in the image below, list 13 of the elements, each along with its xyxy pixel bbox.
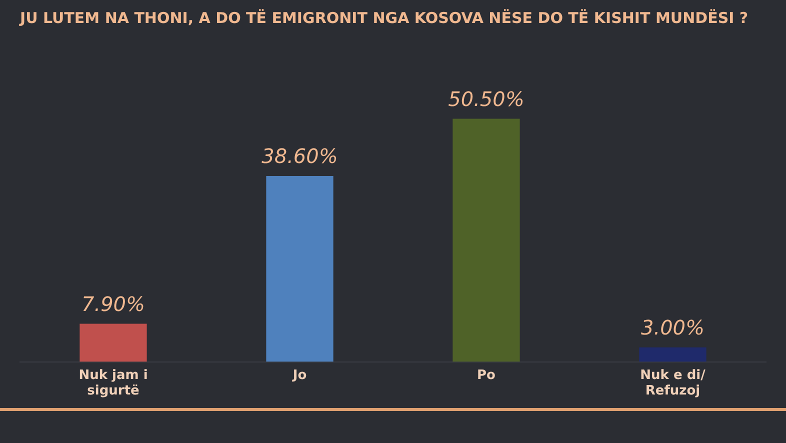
- x-tick-label: Nuk e di/ Refuzoj: [640, 368, 706, 399]
- x-tick-label: Jo: [292, 368, 307, 383]
- bar: [639, 347, 706, 362]
- data-label: 7.90%: [81, 292, 146, 316]
- bar: [80, 324, 147, 362]
- data-label: 50.50%: [448, 86, 524, 111]
- bar: [266, 176, 334, 362]
- x-tick-label: Po: [477, 368, 496, 383]
- bar: [452, 118, 520, 362]
- data-label: 3.00%: [640, 316, 705, 340]
- x-tick-label: Nuk jam i sigurtë: [78, 368, 148, 399]
- chart-title: JU LUTEM NA THONI, A DO TË EMIGRONIT NGA KOSOVA NËSE DO TË KISHIT MUNDËSI ?: [19, 8, 748, 27]
- data-label: 38.60%: [262, 144, 338, 168]
